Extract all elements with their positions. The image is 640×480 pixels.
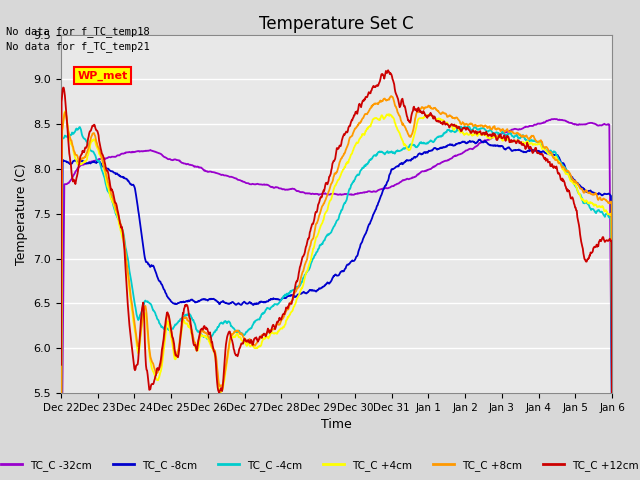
Y-axis label: Temperature (C): Temperature (C)	[15, 163, 28, 265]
X-axis label: Time: Time	[321, 419, 352, 432]
Text: No data for f_TC_temp18: No data for f_TC_temp18	[6, 26, 150, 37]
Text: WP_met: WP_met	[77, 71, 128, 81]
Title: Temperature Set C: Temperature Set C	[259, 15, 414, 33]
Text: No data for f_TC_temp21: No data for f_TC_temp21	[6, 41, 150, 52]
Legend: TC_C -32cm, TC_C -8cm, TC_C -4cm, TC_C +4cm, TC_C +8cm, TC_C +12cm: TC_C -32cm, TC_C -8cm, TC_C -4cm, TC_C +…	[0, 456, 640, 475]
